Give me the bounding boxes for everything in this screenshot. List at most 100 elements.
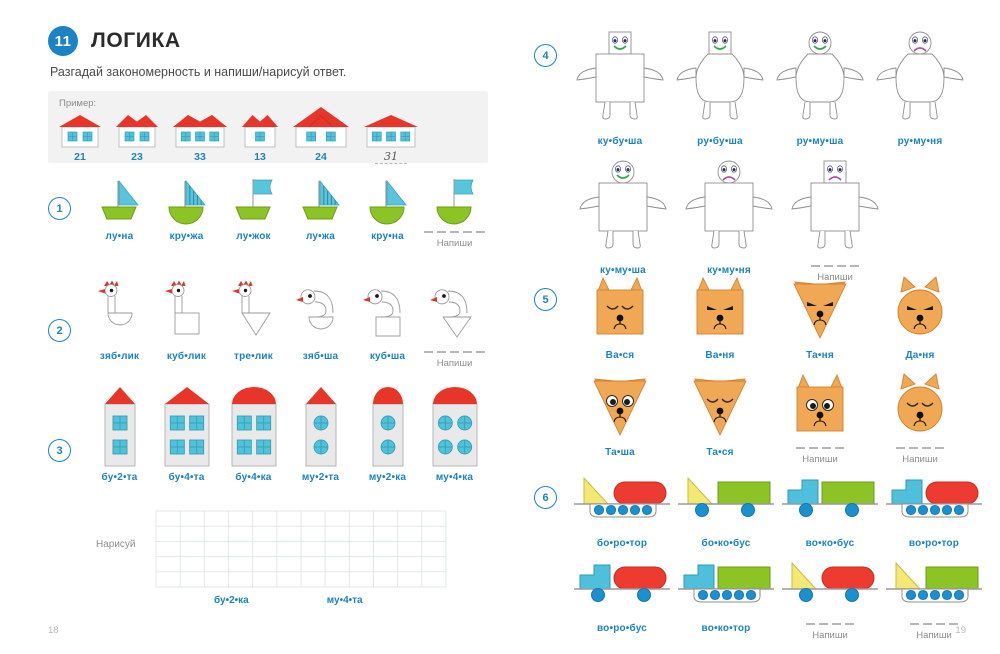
folio-right: 19 (955, 625, 966, 636)
pattern-item: бу•4•ка (220, 387, 287, 483)
page-left: 11 ЛОГИКА Разгадай закономерность и напи… (48, 26, 488, 636)
pattern-item: ку•бу•ша (570, 28, 670, 147)
pattern-figure (876, 28, 964, 132)
example-item: 31 (363, 115, 419, 164)
item-label: куб•ша (369, 351, 406, 362)
page-title: ЛОГИКА (91, 29, 181, 52)
answer-dash (806, 623, 815, 625)
pattern-item: Напиши (870, 369, 970, 465)
answer-dashes[interactable] (806, 623, 854, 625)
pattern-figure (576, 28, 664, 132)
answer-blank[interactable]: Напиши (796, 447, 844, 465)
answer-dash (923, 623, 932, 625)
answer-blank[interactable]: Напиши (806, 623, 854, 641)
pattern-item: тре•лик (220, 275, 287, 369)
pattern-item: бу•4•та (153, 387, 220, 483)
pattern-figure (776, 28, 864, 132)
answer-dash (463, 351, 472, 353)
answer-dashes[interactable] (896, 447, 944, 449)
answer-dash (463, 231, 472, 233)
task-4-badge: 4 (534, 44, 557, 67)
pattern-figure (579, 157, 667, 261)
pattern-figure (226, 387, 282, 468)
task-6: 6 бо•ро•тор бо•ко•бус во•ко•бус во•ро•то… (534, 474, 982, 641)
item-label: во•ко•тор (701, 623, 751, 634)
example-item: 21 (58, 115, 102, 163)
task-1-items: лу•на кру•жа лу•жок лу•жа кру•на Напиши (86, 175, 488, 249)
drawing-grid[interactable] (155, 510, 447, 588)
pattern-figure (94, 175, 146, 227)
pattern-item: бо•ро•тор (570, 474, 674, 549)
answer-dash (935, 447, 944, 449)
example-handwritten-answer: 31 (375, 150, 407, 164)
pattern-figure (92, 275, 148, 347)
item-label: зяб•лик (99, 351, 140, 362)
pattern-figure (685, 157, 773, 261)
pattern-figure (362, 175, 414, 227)
item-label: во•ро•бус (596, 623, 648, 634)
answer-blank[interactable]: Напиши (896, 447, 944, 465)
pattern-figure (427, 387, 483, 468)
answer-dash (822, 447, 831, 449)
item-label: бу•2•та (101, 472, 138, 483)
task-6-items-row2: во•ро•бус во•ко•тор Напиши Напиши (570, 559, 982, 641)
pattern-item: во•ро•тор (882, 474, 986, 549)
answer-dash (837, 265, 846, 267)
item-label: кру•на (371, 231, 404, 242)
task-2: 2 зяб•лик куб•лик тре•лик зяб•ша куб•ша … (48, 275, 488, 375)
answer-dashes[interactable] (910, 623, 958, 625)
example-number: 24 (315, 151, 327, 163)
item-label: му•2•та (301, 472, 340, 483)
item-label: бо•ко•бус (701, 538, 751, 549)
answer-dash (450, 351, 459, 353)
answer-blank[interactable]: Напиши (811, 265, 859, 283)
answer-dashes[interactable] (811, 265, 859, 267)
pattern-figure (295, 175, 347, 227)
example-item: 13 (241, 115, 279, 163)
example-house-row: 21 23 33 (58, 107, 419, 164)
pattern-item: Напиши (421, 275, 488, 369)
answer-blank[interactable]: Напиши (424, 231, 485, 249)
pattern-item: лу•на (86, 175, 153, 249)
pattern-item: кру•жа (153, 175, 220, 249)
answer-dashes[interactable] (796, 447, 844, 449)
pattern-figure (228, 175, 280, 227)
item-label: ру•му•ша (796, 136, 844, 147)
answer-blank[interactable]: Напиши (910, 623, 958, 641)
pattern-item: Ва•ся (570, 272, 670, 361)
item-label: бу•4•та (168, 472, 205, 483)
pattern-item: ру•му•ша (770, 28, 870, 147)
answer-dash (437, 351, 446, 353)
answer-dashes[interactable] (424, 231, 485, 233)
pattern-item: му•2•та (287, 387, 354, 483)
drawing-caption: бу•2•ка (214, 595, 249, 606)
write-prompt: Напиши (802, 453, 838, 465)
pattern-item: ку•му•ня (676, 157, 782, 283)
task-2-items: зяб•лик куб•лик тре•лик зяб•ша куб•ша На… (86, 275, 488, 369)
task-3-items: бу•2•та бу•4•та (86, 387, 488, 483)
pattern-figure (589, 272, 651, 346)
pattern-figure (789, 272, 851, 346)
pattern-item: ру•бу•ша (670, 28, 770, 147)
pattern-item: му•2•ка (354, 387, 421, 483)
pattern-item: Напиши (421, 175, 488, 249)
pattern-figure (689, 272, 751, 346)
task-4-items-row1: ку•бу•ша ру•бу•ша ру•му•ша ру•му•ня (570, 28, 970, 147)
answer-blank[interactable]: Напиши (424, 351, 485, 369)
answer-dash (896, 447, 905, 449)
pattern-figure (676, 28, 764, 132)
pattern-item: Напиши (782, 157, 888, 283)
item-label: Та•ся (706, 447, 734, 458)
answer-dash (949, 623, 958, 625)
task-4: 4 ку•бу•ша ру•бу•ша ру•му•ша (534, 28, 970, 283)
pattern-item: во•ро•бус (570, 559, 674, 641)
pattern-item: Та•ня (770, 272, 870, 361)
item-label: лу•жа (305, 231, 336, 242)
pattern-figure (789, 369, 851, 443)
answer-dashes[interactable] (424, 351, 485, 353)
pattern-figure (791, 157, 879, 261)
answer-dash (922, 447, 931, 449)
draw-label: Нарисуй (96, 539, 136, 550)
example-item: 24 (292, 107, 350, 163)
example-number: 23 (131, 151, 143, 163)
